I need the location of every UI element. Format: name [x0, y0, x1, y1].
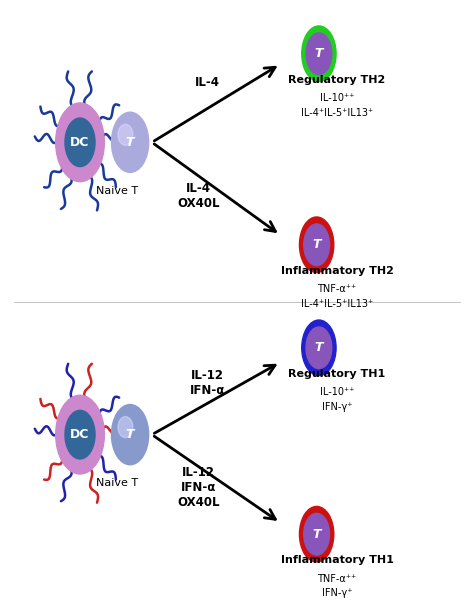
- Text: T: T: [312, 238, 321, 251]
- Text: IL-12
IFN-α: IL-12 IFN-α: [190, 368, 225, 397]
- Ellipse shape: [306, 33, 332, 75]
- Ellipse shape: [65, 118, 95, 166]
- Ellipse shape: [55, 103, 104, 182]
- Text: IL-10⁺⁺: IL-10⁺⁺: [320, 93, 355, 103]
- Text: IFN-γ⁺: IFN-γ⁺: [322, 588, 352, 598]
- Ellipse shape: [300, 217, 334, 273]
- Text: IL-4: IL-4: [195, 76, 220, 89]
- Ellipse shape: [118, 417, 133, 438]
- Ellipse shape: [306, 327, 332, 368]
- Text: Regulatory TH2: Regulatory TH2: [289, 75, 386, 84]
- Ellipse shape: [304, 513, 329, 555]
- Text: IL-12
IFN-α
OX40L: IL-12 IFN-α OX40L: [177, 466, 219, 510]
- Ellipse shape: [111, 112, 149, 172]
- Ellipse shape: [55, 396, 104, 474]
- Ellipse shape: [65, 410, 95, 459]
- Text: T: T: [315, 47, 323, 60]
- Ellipse shape: [111, 405, 149, 465]
- Text: TNF-α⁺⁺: TNF-α⁺⁺: [318, 284, 357, 294]
- Text: Naive T: Naive T: [96, 478, 138, 488]
- Ellipse shape: [118, 124, 133, 145]
- Text: IL-4⁺IL-5⁺IL13⁺: IL-4⁺IL-5⁺IL13⁺: [301, 107, 373, 118]
- Text: TNF-α⁺⁺: TNF-α⁺⁺: [318, 573, 357, 584]
- Text: IL-10⁺⁺: IL-10⁺⁺: [320, 387, 355, 397]
- Text: IFN-γ⁺: IFN-γ⁺: [322, 402, 352, 412]
- Text: DC: DC: [70, 136, 90, 149]
- Ellipse shape: [304, 224, 329, 265]
- Text: Inflammatory TH2: Inflammatory TH2: [281, 265, 393, 276]
- Text: Inflammatory TH1: Inflammatory TH1: [281, 555, 393, 565]
- Ellipse shape: [300, 507, 334, 562]
- Text: IL-4⁺IL-5⁺IL13⁺: IL-4⁺IL-5⁺IL13⁺: [301, 298, 373, 309]
- Text: DC: DC: [70, 428, 90, 441]
- Text: T: T: [312, 528, 321, 541]
- Text: T: T: [126, 428, 134, 441]
- Text: T: T: [315, 341, 323, 355]
- Text: IL-4
OX40L: IL-4 OX40L: [177, 182, 219, 210]
- Text: Regulatory TH1: Regulatory TH1: [289, 368, 386, 379]
- Ellipse shape: [302, 26, 336, 81]
- Text: Naive T: Naive T: [96, 186, 138, 196]
- Ellipse shape: [302, 320, 336, 376]
- Text: T: T: [126, 136, 134, 149]
